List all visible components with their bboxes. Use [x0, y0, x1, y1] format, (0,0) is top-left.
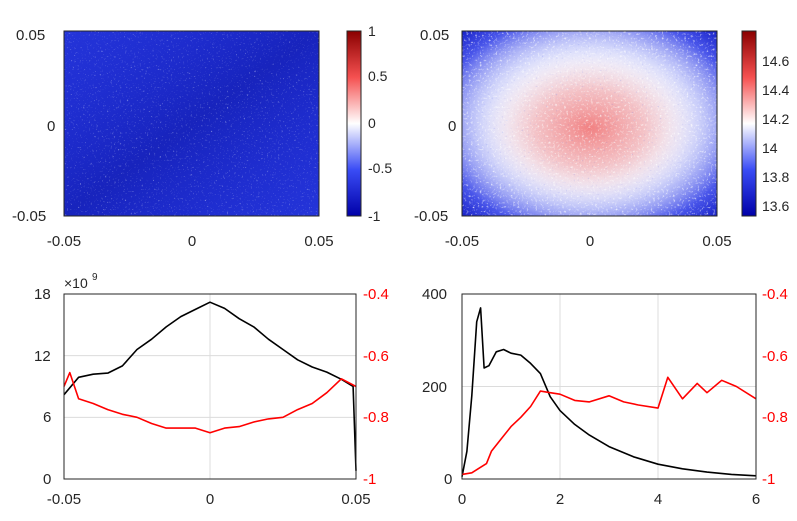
heatmap2-frame [461, 30, 718, 217]
panel4-ytick-right-1: -0.6 [762, 348, 788, 365]
panel3-ytick-left-3: 0 [43, 471, 51, 488]
colorbar1-tick-3: -0.5 [368, 160, 392, 176]
colorbar1-tick-0: 1 [368, 23, 376, 39]
panel4-xtick-3: 6 [752, 491, 760, 508]
colorbar-2: 14.6 14.4 14.2 14 13.8 13.6 [741, 30, 789, 217]
panel4-ytick-right-3: -1 [762, 471, 775, 488]
series-line-left [63, 301, 357, 471]
panel4-ytick-right-2: -0.8 [762, 409, 788, 426]
colorbar2-tick-2: 14.2 [762, 111, 789, 127]
series-line-left [461, 307, 757, 477]
heatmap1-frame [63, 30, 320, 217]
line-panel-3: ×10 9 18 12 6 0 -0.4 -0.6 -0.8 -1 -0.05 … [34, 272, 389, 508]
colorbar1-tick-4: -1 [368, 208, 381, 224]
heatmap1-xtick-left: -0.05 [47, 233, 81, 250]
colorbar2-gradient [741, 30, 757, 217]
heatmap-panel-1: 0.05 0 -0.05 -0.05 0 0.05 [12, 27, 334, 250]
heatmap1-noise [64, 31, 319, 216]
panel4-grid [462, 294, 756, 479]
panel4-frame [461, 293, 757, 480]
panel3-exponent-base: ×10 [64, 275, 88, 291]
panel3-exponent-power: 9 [92, 272, 98, 283]
panel4-xtick-2: 4 [654, 491, 662, 508]
heatmap1-ytick-bottom: -0.05 [12, 208, 46, 225]
panel4-xtick-0: 0 [458, 491, 466, 508]
panel3-ytick-right-3: -1 [363, 471, 376, 488]
panel3-ytick-left-0: 18 [34, 286, 51, 303]
heatmap2-ytick-mid: 0 [448, 118, 456, 135]
panel4-ytick-left-1: 200 [422, 379, 447, 396]
colorbar2-tick-4: 13.8 [762, 169, 789, 185]
panel4-xtick-1: 2 [556, 491, 564, 508]
colorbar2-tick-0: 14.6 [762, 53, 789, 69]
heatmap1-xtick-mid: 0 [188, 233, 196, 250]
panel3-ytick-right-0: -0.4 [363, 286, 389, 303]
panel3-frame [63, 293, 357, 480]
panel3-xtick-0: -0.05 [47, 491, 81, 508]
panel3-series [63, 301, 357, 471]
panel3-xtick-1: 0 [206, 491, 214, 508]
heatmap2-xtick-left: -0.05 [445, 233, 479, 250]
colorbar2-tick-1: 14.4 [762, 82, 789, 98]
panel4-ytick-right-0: -0.4 [762, 286, 788, 303]
series-line-right [461, 376, 757, 476]
panel3-grid [64, 294, 356, 479]
heatmap2-xtick-mid: 0 [586, 233, 594, 250]
heatmap1-xtick-right: 0.05 [304, 233, 333, 250]
colorbar2-tick-3: 14 [762, 140, 778, 156]
colorbar-1: 1 0.5 0 -0.5 -1 [346, 23, 392, 224]
panel3-ytick-left-2: 6 [43, 409, 51, 426]
colorbar1-tick-2: 0 [368, 115, 376, 131]
line-panel-4: 400 200 0 -0.4 -0.6 -0.8 -1 0 2 4 6 [422, 286, 788, 508]
panel3-ytick-right-1: -0.6 [363, 348, 389, 365]
heatmap2-xtick-right: 0.05 [702, 233, 731, 250]
heatmap1-ytick-top: 0.05 [16, 27, 45, 44]
heatmap-panel-2: 0.05 0 -0.05 -0.05 0 0.05 [414, 27, 732, 250]
panel3-ytick-right-2: -0.8 [363, 409, 389, 426]
panel4-ytick-left-2: 0 [444, 471, 452, 488]
series-line-right [63, 371, 357, 434]
panel4-series [461, 307, 757, 477]
panel3-ytick-left-1: 12 [34, 348, 51, 365]
colorbar1-tick-1: 0.5 [368, 68, 388, 84]
heatmap2-ytick-top: 0.05 [420, 27, 449, 44]
panel3-xtick-2: 0.05 [341, 491, 370, 508]
heatmap2-noise-dark [462, 31, 717, 216]
heatmap1-ytick-mid: 0 [47, 118, 55, 135]
panel4-ytick-left-0: 400 [422, 286, 447, 303]
heatmap2-ytick-bottom: -0.05 [414, 208, 448, 225]
colorbar1-gradient [346, 30, 362, 217]
colorbar2-tick-5: 13.6 [762, 198, 789, 214]
